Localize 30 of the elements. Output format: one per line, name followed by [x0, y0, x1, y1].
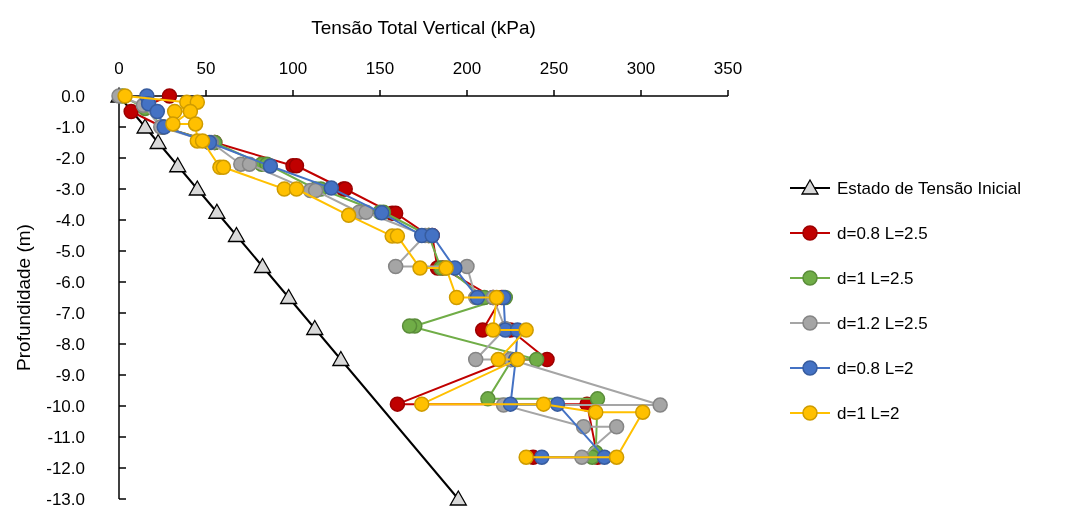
y-tick-label: -8.0	[55, 335, 85, 354]
legend-label: d=0.8 L=2	[837, 359, 914, 378]
y-tick-label: -4.0	[55, 211, 85, 230]
x-tick-label: 350	[713, 59, 743, 78]
x-tick-label: 250	[539, 59, 569, 78]
legend-label: d=0.8 L=2.5	[837, 224, 928, 243]
y-tick-label: -6.0	[55, 273, 85, 292]
legend-label: d=1 L=2	[837, 404, 900, 423]
x-axis-title: Tensão Total Vertical (kPa)	[311, 17, 536, 38]
legend-label: d=1.2 L=2.5	[837, 314, 928, 333]
y-tick-label: -13.0	[46, 490, 85, 507]
y-tick-label: -2.0	[55, 149, 85, 168]
y-tick-label: -3.0	[55, 180, 85, 199]
y-tick-label: -5.0	[55, 242, 85, 261]
x-tick-label: 100	[278, 59, 308, 78]
x-tick-label: 200	[452, 59, 482, 78]
legend-label: d=1 L=2.5	[837, 269, 914, 288]
x-tick-label: 0	[114, 59, 124, 78]
y-tick-label: -12.0	[46, 459, 85, 478]
y-tick-label: -9.0	[55, 366, 85, 385]
x-tick-label: 150	[365, 59, 395, 78]
y-tick-label: -11.0	[47, 428, 85, 447]
y-tick-label: -7.0	[55, 304, 85, 323]
legend-label: Estado de Tensão Inicial	[837, 179, 1021, 198]
x-tick-label: 50	[196, 59, 216, 78]
y-tick-label: -1.0	[55, 118, 85, 137]
y-axis-title: Profundidade (m)	[13, 224, 34, 371]
x-tick-label: 300	[626, 59, 656, 78]
y-tick-label: 0.0	[61, 87, 85, 106]
y-tick-label: -10.0	[46, 397, 85, 416]
